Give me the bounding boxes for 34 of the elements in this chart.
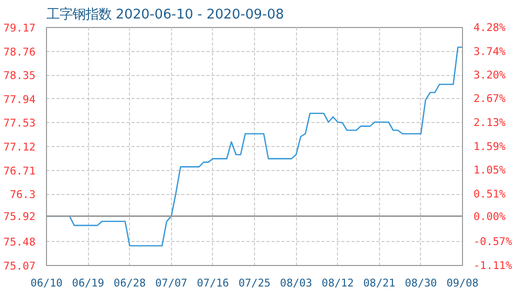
y2-tick-label: 0.00% <box>474 210 506 223</box>
x-tick-label: 07/07 <box>155 276 188 290</box>
y-tick-label: 78.76 <box>3 45 36 58</box>
y2-tick-label: 3.74% <box>474 44 506 58</box>
y-tick-label: 77.53 <box>3 116 36 130</box>
y-tick-label: 78.35 <box>3 69 36 82</box>
y-tick-label: 77.12 <box>3 140 36 154</box>
y-tick-label: 77.94 <box>3 92 36 106</box>
y-tick-label: 76.71 <box>3 164 36 178</box>
x-tick-label: 07/25 <box>238 276 271 290</box>
x-tick-label: 06/28 <box>114 276 146 290</box>
x-tick-label: 08/30 <box>404 276 437 290</box>
y-tick-label: 75.07 <box>3 260 36 272</box>
y2-tick-label: 1.05% <box>474 164 506 177</box>
y2-tick-label: 0.51% <box>474 187 506 200</box>
y2-tick-label: 2.67% <box>474 92 506 106</box>
y-tick-label: 75.92 <box>3 210 36 224</box>
y2-tick-label: -0.57% <box>474 235 513 248</box>
y2-tick-label: 3.20% <box>474 68 506 82</box>
y-tick-label: 79.17 <box>3 22 36 34</box>
x-tick-label: 08/12 <box>322 276 354 290</box>
y-tick-label: 75.48 <box>3 236 36 249</box>
x-tick-label: 06/10 <box>30 276 63 290</box>
y2-tick-label: 2.13% <box>474 116 506 129</box>
y2-tick-label: 4.28% <box>474 21 506 34</box>
chart-title: 工字钢指数 2020-06-10 - 2020-09-08 <box>46 6 284 22</box>
x-tick-label: 09/08 <box>446 276 479 290</box>
y2-tick-label: -1.11% <box>474 259 513 272</box>
x-tick-label: 06/19 <box>72 276 104 290</box>
x-tick-label: 08/21 <box>363 276 396 290</box>
x-tick-label: 07/16 <box>196 276 229 290</box>
y2-tick-label: 1.59% <box>474 140 506 153</box>
y-tick-label: 76.3 <box>10 188 36 202</box>
x-tick-label: 08/03 <box>280 276 312 290</box>
